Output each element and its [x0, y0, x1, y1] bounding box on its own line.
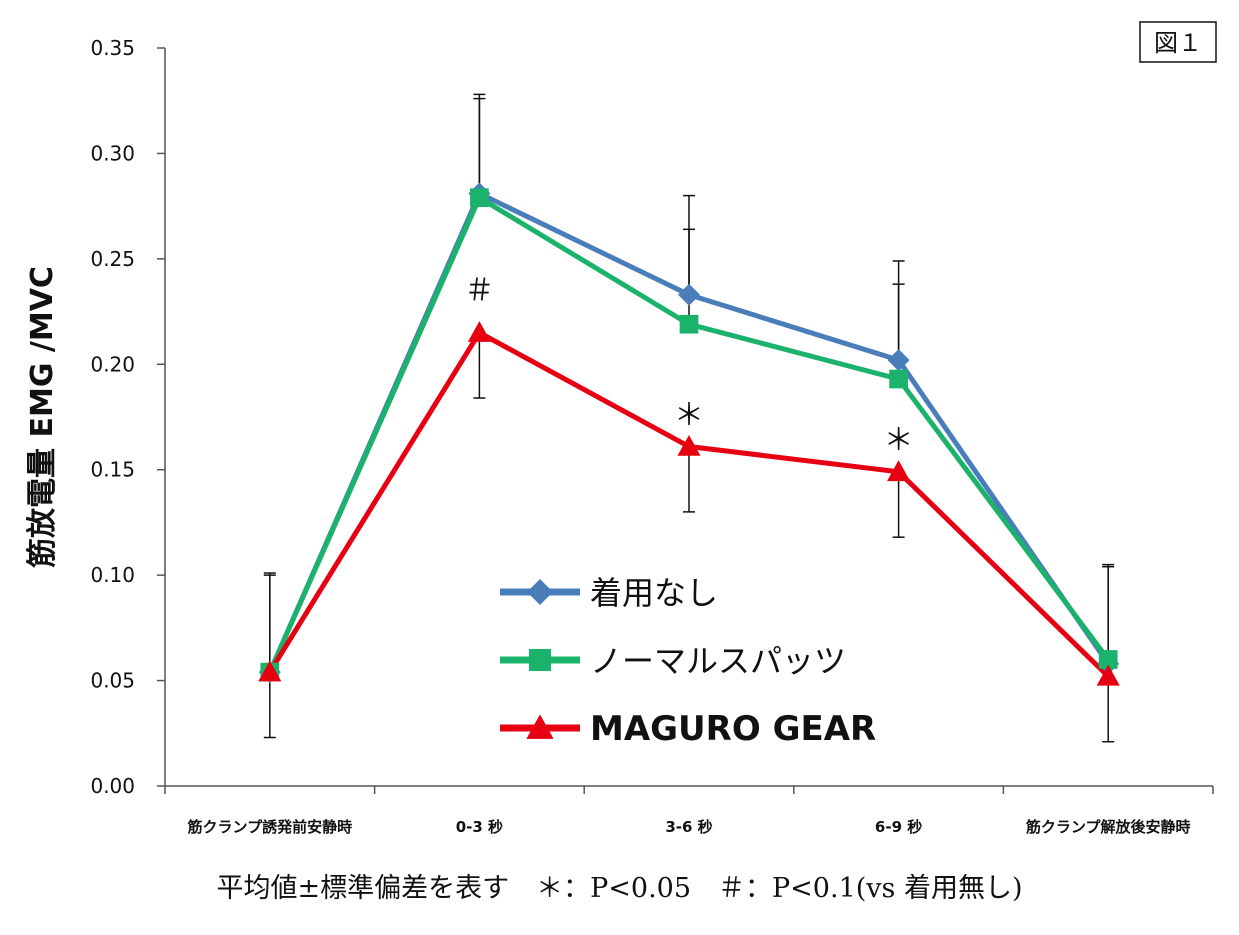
marker-diamond	[527, 579, 553, 605]
marker-diamond	[678, 283, 700, 306]
y-tick-label: 0.25	[90, 247, 135, 271]
marker-triangle	[887, 460, 911, 482]
annotations: ＃ ＊ ＊	[464, 273, 913, 458]
figure-label: 図１	[1154, 29, 1202, 57]
marker-triangle	[677, 434, 701, 456]
x-tick-label: 6-9 秒	[875, 818, 922, 836]
legend-label: MAGURO GEAR	[590, 709, 876, 749]
y-axis-label: 筋放電量 EMG /MVC	[25, 266, 60, 568]
significance-mark: ＊	[884, 423, 914, 458]
x-tick-label: 3-6 秒	[665, 818, 712, 836]
marker-diamond	[887, 349, 910, 372]
legend-label: 着用なし	[590, 574, 718, 612]
marker-square	[1098, 650, 1118, 669]
x-tick-label: 筋クランプ解放後安静時	[1025, 818, 1191, 836]
axes: 0.00 0.05 0.10 0.15 0.20 0.25 0.30 0.35 筋クランプ誘発前…	[90, 36, 1214, 836]
y-tick-label: 0.35	[90, 36, 135, 60]
y-tick-label: 0.00	[90, 774, 135, 798]
marker-square	[679, 314, 699, 334]
chart: 0.00 0.05 0.10 0.15 0.20 0.25 0.30 0.35 筋クランプ誘発前…	[25, 21, 1217, 836]
marker-triangle	[526, 714, 554, 739]
y-tick-label: 0.20	[90, 352, 135, 376]
y-tick-label: 0.15	[90, 458, 135, 482]
significance-mark: ＃	[464, 273, 494, 308]
marker-square	[889, 369, 908, 389]
y-tick-label: 0.30	[90, 141, 135, 165]
x-tick-label: 0-3 秒	[456, 818, 503, 836]
series-markers	[258, 182, 1120, 686]
marker-square	[470, 188, 489, 208]
marker-square	[528, 648, 552, 672]
y-tick-label: 0.05	[90, 669, 135, 693]
legend-label: ノーマルスパッツ	[590, 642, 846, 680]
significance-mark: ＊	[674, 398, 704, 433]
marker-triangle	[1096, 664, 1120, 686]
y-tick-label: 0.10	[90, 563, 135, 587]
figure-label-box: 図１	[1139, 21, 1217, 63]
marker-triangle	[467, 321, 491, 342]
footnote: 平均値±標準偏差を表す ＊：P<0.05 ＃：P<0.1(vs 着用無し)	[216, 873, 1023, 904]
marker-triangle	[258, 660, 282, 682]
x-tick-label: 筋クランプ誘発前安静時	[187, 818, 353, 836]
error-bars	[263, 93, 1115, 743]
